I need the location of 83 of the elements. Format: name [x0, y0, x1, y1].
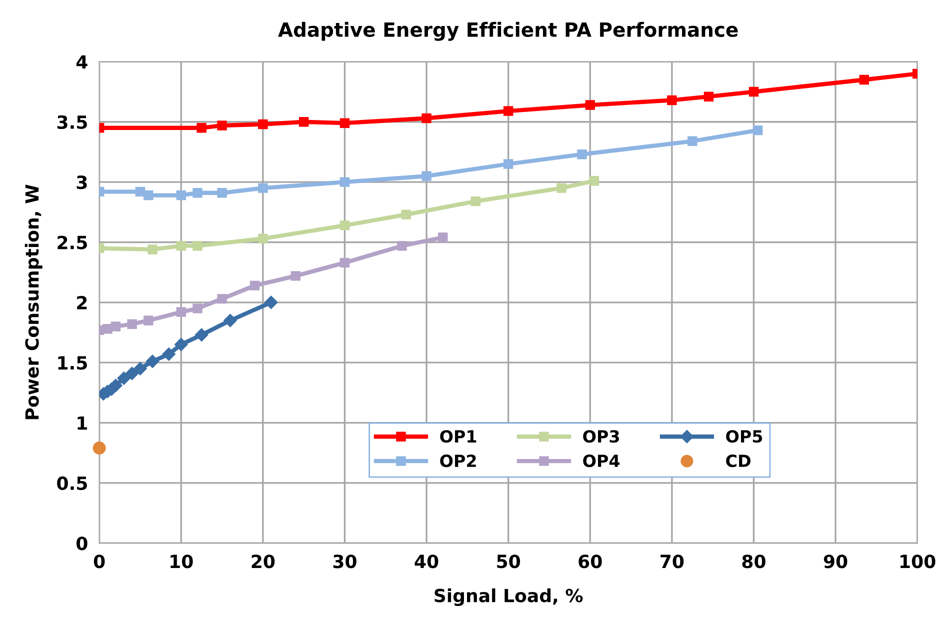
point [589, 176, 600, 186]
point [503, 159, 514, 169]
point [125, 366, 139, 380]
point [577, 150, 587, 160]
x-tick-label: 70 [660, 554, 684, 568]
point [258, 234, 268, 244]
x-tick-label: 50 [497, 554, 520, 568]
point [752, 125, 763, 136]
y-tick-label: 0.5 [57, 476, 87, 490]
point [148, 244, 158, 254]
point [859, 74, 870, 85]
y-axis-title: Power Consumption, W [24, 184, 42, 420]
x-tick-label: 10 [170, 554, 193, 568]
x-tick-label: 90 [824, 554, 848, 568]
y-tick-label: 2.5 [58, 236, 87, 250]
point [340, 118, 350, 128]
point [401, 210, 411, 220]
y-tick-label: 2 [77, 296, 87, 310]
point [117, 372, 130, 385]
point [667, 95, 677, 106]
point [217, 294, 227, 304]
chart-title: Adaptive Energy Efficient PA Performance [278, 22, 738, 41]
legend-label: OP5 [726, 430, 762, 443]
y-tick-label: 0 [76, 536, 88, 550]
point [438, 232, 448, 242]
y-tick-label: 3 [76, 176, 87, 190]
point [174, 338, 188, 352]
y-tick-label: 1 [78, 416, 87, 430]
point [176, 307, 186, 317]
point [146, 354, 160, 368]
point [192, 304, 202, 314]
x-tick-label: 80 [742, 554, 766, 568]
point [258, 119, 268, 130]
point [127, 319, 137, 329]
point [144, 190, 154, 200]
x-tick-label: 20 [252, 554, 275, 568]
x-axis-title: Signal Load, % [434, 588, 583, 606]
legend-label: OP2 [440, 454, 476, 468]
point [264, 296, 278, 310]
point [422, 113, 432, 124]
point [704, 92, 714, 102]
point [290, 271, 301, 281]
point [144, 316, 154, 326]
point [192, 188, 202, 198]
point [422, 171, 432, 181]
y-tick-label: 3.5 [57, 115, 87, 129]
point [250, 280, 260, 290]
point [748, 86, 759, 97]
x-tick-label: 100 [900, 554, 936, 568]
legend-label: OP3 [583, 430, 619, 443]
point [340, 220, 350, 230]
legend-label: OP4 [583, 454, 620, 468]
legend-label: CD [726, 454, 750, 468]
point [176, 240, 186, 251]
point [192, 240, 202, 251]
point [258, 183, 268, 193]
legend-label: OP1 [440, 430, 476, 443]
point [102, 324, 112, 334]
point [194, 328, 208, 342]
point [556, 183, 566, 193]
y-tick-label: 4 [76, 55, 88, 69]
point [503, 106, 514, 116]
point [224, 314, 237, 328]
point [217, 120, 227, 130]
point [134, 362, 147, 376]
point [92, 442, 106, 455]
point [397, 240, 407, 251]
x-tick-label: 0 [94, 554, 105, 568]
point [585, 100, 595, 110]
point [196, 123, 206, 133]
point [470, 196, 480, 206]
point [340, 177, 350, 187]
x-tick-label: 60 [578, 554, 602, 568]
x-tick-label: 30 [333, 554, 356, 568]
point [110, 322, 121, 332]
point [298, 117, 309, 127]
point [340, 258, 350, 268]
y-tick-label: 1.5 [58, 356, 87, 370]
x-tick-label: 40 [414, 554, 438, 568]
point [162, 348, 176, 361]
point [688, 136, 698, 146]
point [217, 188, 227, 198]
point [176, 190, 186, 200]
